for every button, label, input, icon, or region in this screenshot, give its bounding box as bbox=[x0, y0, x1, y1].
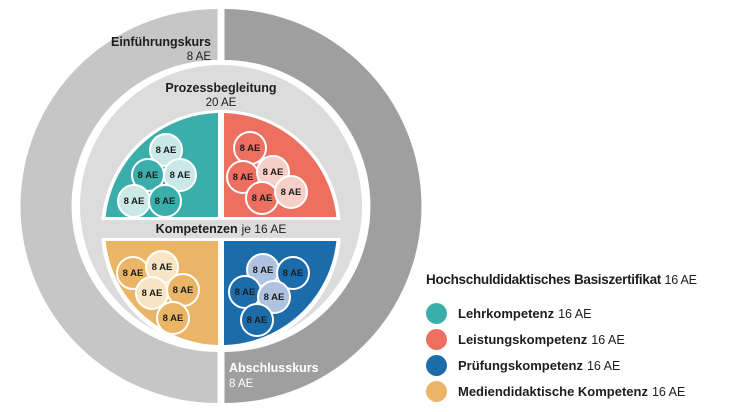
legend: Hochschuldidaktisches Basiszertifikat 16… bbox=[426, 272, 740, 404]
lehrkompetenz-dot-icon bbox=[426, 302, 447, 324]
unit-circle-label: 8 AE bbox=[240, 143, 261, 154]
final-course-label: Abschlusskurs bbox=[229, 361, 319, 375]
unit-circle-label: 8 AE bbox=[247, 315, 268, 326]
unit-circle-label: 8 AE bbox=[170, 170, 191, 181]
unit-circle-label: 8 AE bbox=[283, 268, 304, 279]
unit-circles-leistungskompetenz: 8 AE 8 AE 8 AE 8 AE 8 AE bbox=[226, 131, 308, 215]
legend-rows: Lehrkompetenz 16 AE Leistungskompetenz 16 … bbox=[426, 300, 740, 404]
legend-item-text: Leistungskompetenz 16 AE bbox=[458, 331, 625, 347]
unit-circle-label: 8 AE bbox=[173, 285, 194, 296]
outer-ring-left-half bbox=[20, 9, 218, 403]
unit-circle-label: 8 AE bbox=[233, 172, 254, 183]
unit-circle-label: 8 AE bbox=[138, 170, 159, 181]
unit-circle bbox=[276, 256, 310, 290]
unit-circles-pruefungskompetenz: 8 AE 8 AE 8 AE 8 AE 8 AE bbox=[228, 253, 310, 337]
legend-title-text: Hochschuldidaktisches Basiszertifikat bbox=[426, 272, 661, 287]
final-course-value: 8 AE bbox=[229, 378, 254, 390]
unit-circle bbox=[163, 158, 197, 192]
outer-ring-right-half bbox=[224, 9, 422, 403]
mediendidaktische-kompetenz-dot-icon bbox=[426, 380, 447, 402]
unit-circle-label: 8 AE bbox=[123, 268, 144, 279]
unit-circle-label: 8 AE bbox=[253, 265, 274, 276]
unit-circles-mediendidaktische-kompetenz: 8 AE 8 AE 8 AE 8 AE 8 AE bbox=[116, 250, 200, 335]
legend-title-value: 16 AE bbox=[664, 273, 697, 287]
unit-circle-label: 8 AE bbox=[152, 262, 173, 273]
unit-circle-label: 8 AE bbox=[263, 167, 284, 178]
process-ring-value: 20 AE bbox=[206, 97, 237, 109]
unit-circle-label: 8 AE bbox=[264, 292, 285, 303]
unit-circle-label: 8 AE bbox=[235, 287, 256, 298]
unit-circle bbox=[274, 175, 308, 209]
unit-circle-label: 8 AE bbox=[281, 187, 302, 198]
unit-circle-label: 8 AE bbox=[155, 196, 176, 207]
unit-circle bbox=[240, 303, 274, 337]
competence-band bbox=[84, 220, 358, 238]
unit-circle-label: 8 AE bbox=[124, 196, 145, 207]
intro-course-value: 8 AE bbox=[187, 51, 212, 63]
pruefungskompetenz-dot-icon bbox=[426, 354, 447, 376]
legend-item-text: Mediendidaktische Kompetenz 16 AE bbox=[458, 383, 686, 399]
legend-item-pruefungskompetenz: Prüfungskompetenz 16 AE bbox=[426, 352, 740, 378]
intro-course-label: Einführungskurs bbox=[111, 35, 211, 49]
unit-circle-label: 8 AE bbox=[252, 193, 273, 204]
legend-item-text: Prüfungskompetenz 16 AE bbox=[458, 357, 621, 373]
unit-circle-label: 8 AE bbox=[163, 313, 184, 324]
unit-circle bbox=[148, 184, 182, 218]
unit-circle-label: 8 AE bbox=[156, 145, 177, 156]
leistungskompetenz-dot-icon bbox=[426, 328, 447, 350]
unit-circle bbox=[156, 301, 190, 335]
legend-item-leistungskompetenz: Leistungskompetenz 16 AE bbox=[426, 326, 740, 352]
legend-title: Hochschuldidaktisches Basiszertifikat 16… bbox=[426, 272, 740, 292]
legend-item-lehrkompetenz: Lehrkompetenz 16 AE bbox=[426, 300, 740, 326]
process-ring-label: Prozessbegleitung bbox=[165, 81, 276, 95]
legend-item-mediendidaktische-kompetenz: Mediendidaktische Kompetenz 16 AE bbox=[426, 378, 740, 404]
unit-circle-label: 8 AE bbox=[142, 288, 163, 299]
unit-circles-lehrkompetenz: 8 AE 8 AE 8 AE 8 AE 8 AE bbox=[117, 133, 197, 218]
unit-circle bbox=[257, 280, 291, 314]
competence-band-label: Kompetenzen je 16 AE bbox=[156, 222, 287, 236]
legend-item-text: Lehrkompetenz 16 AE bbox=[458, 305, 592, 321]
